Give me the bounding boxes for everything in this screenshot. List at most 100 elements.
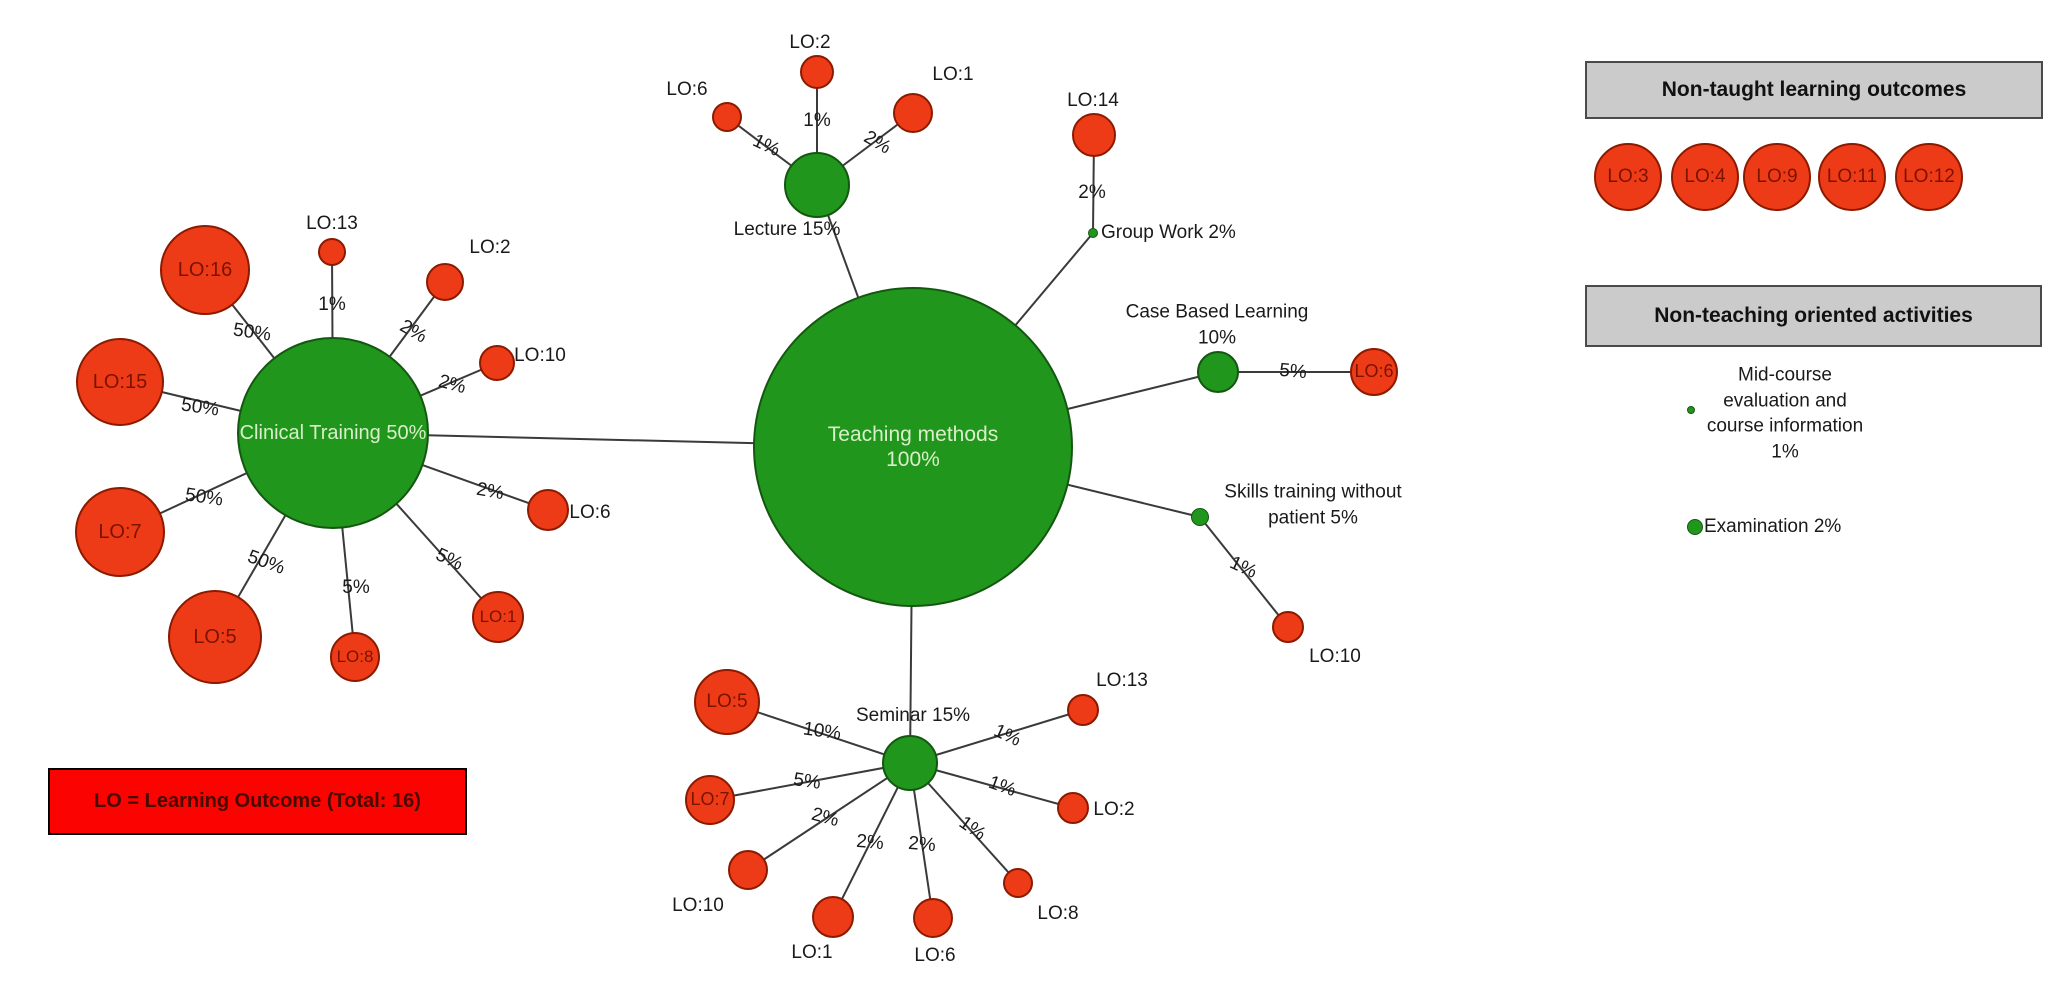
legend-node-lo9-label: LO:9 <box>1756 166 1797 189</box>
edge-label-S-s6: 2% <box>907 832 937 857</box>
node-skills-lo10 <box>1272 611 1304 643</box>
hub-clinical-training-label: Clinical Training 50% <box>240 421 427 445</box>
edge-label-g14-G: 2% <box>1078 182 1106 203</box>
node-lecture-lo6-label-line: LO:6 <box>666 79 708 101</box>
hub-skills-training <box>1191 508 1209 526</box>
legend-examination-dot-label-line: Examination 2% <box>1704 516 1842 538</box>
legend-midcourse-dot-label-line: Mid-course <box>1738 364 1832 386</box>
edge-label-S-s7: 5% <box>792 769 823 794</box>
node-clinical-lo10 <box>479 345 515 381</box>
node-clinical-lo6-label: LO:6 <box>569 500 610 526</box>
hub-teaching-methods-label-line: 100% <box>886 448 940 471</box>
node-clinical-lo13-label: LO:13 <box>306 211 358 237</box>
hub-seminar-label-line: Seminar 15% <box>855 705 971 727</box>
legend-node-lo12-label: LO:12 <box>1903 166 1955 189</box>
legend-non-teaching-header: Non-teaching oriented activities <box>1585 285 2042 347</box>
edge-S-s13 <box>909 709 1084 764</box>
hub-skills-training-label: Skills training without patient 5% <box>1224 479 1401 530</box>
node-lecture-lo2 <box>800 55 834 89</box>
legend-node-lo9-label-line: LO:9 <box>1756 165 1798 187</box>
hub-lecture-label-line: Lecture 15% <box>733 219 841 241</box>
node-seminar-lo10 <box>728 850 768 890</box>
edge-K-k10 <box>1199 516 1289 628</box>
node-casebased-lo6-label-line: LO:6 <box>1354 361 1394 382</box>
hub-seminar-label: Seminar 15% <box>856 703 970 729</box>
node-clinical-lo7-label-line: LO:7 <box>98 521 142 543</box>
node-seminar-lo6-label-line: LO:6 <box>914 945 956 967</box>
legend-examination-dot <box>1687 519 1703 535</box>
lo-note-box: LO = Learning Outcome (Total: 16) <box>48 768 467 835</box>
hub-seminar <box>882 735 938 791</box>
node-clinical-lo5: LO:5 <box>168 590 262 684</box>
legend-node-lo3: LO:3 <box>1594 143 1662 211</box>
node-seminar-lo13-label: LO:13 <box>1096 668 1148 694</box>
edge-S-s7 <box>709 762 911 801</box>
node-clinical-lo15-label: LO:15 <box>93 370 147 394</box>
edge-label-B-b6: 5% <box>1278 359 1308 384</box>
legend-examination-dot-label: Examination 2% <box>1704 514 1841 540</box>
node-seminar-lo5-label-line: LO:5 <box>706 690 748 712</box>
legend-non-taught-header: Non-taught learning outcomes <box>1585 61 2043 119</box>
node-seminar-lo2-label-line: LO:2 <box>1093 799 1135 821</box>
node-seminar-lo7: LO:7 <box>685 775 735 825</box>
hub-case-based-learning-label-line: 10% <box>1197 327 1237 348</box>
node-seminar-lo5-label: LO:5 <box>706 691 747 714</box>
legend-midcourse-dot-label: Mid-course evaluation and course informati… <box>1707 363 1863 466</box>
hub-teaching-methods-label-line: Teaching methods <box>827 422 999 446</box>
node-lecture-lo2-label: LO:2 <box>789 30 830 56</box>
legend-node-lo3-label: LO:3 <box>1607 166 1648 189</box>
hub-skills-training-label-line: patient 5% <box>1268 507 1358 528</box>
node-skills-lo10-label: LO:10 <box>1309 644 1361 670</box>
node-lecture-lo2-label-line: LO:2 <box>789 32 831 54</box>
node-seminar-lo6 <box>913 898 953 938</box>
hub-teaching-methods-label: Teaching methods 100% <box>828 422 998 472</box>
node-clinical-lo15-label-line: LO:15 <box>92 371 148 393</box>
legend-midcourse-dot <box>1687 406 1695 414</box>
hub-group-work-label-line: Group Work 2% <box>1101 222 1236 244</box>
node-clinical-lo1-label-line: LO:1 <box>479 606 517 626</box>
legend-node-lo12: LO:12 <box>1895 143 1963 211</box>
node-clinical-lo5-label: LO:5 <box>193 625 236 649</box>
legend-node-lo12-label-line: LO:12 <box>1903 165 1955 187</box>
edge-S-s10 <box>747 762 911 871</box>
legend-node-lo4-label-line: LO:4 <box>1684 165 1726 187</box>
node-clinical-lo6-label-line: LO:6 <box>569 502 611 524</box>
node-seminar-lo7-label: LO:7 <box>690 789 729 811</box>
legend-midcourse-dot-label-line: evaluation and <box>1723 390 1847 412</box>
node-seminar-lo1-label-line: LO:1 <box>791 942 833 964</box>
node-seminar-lo13 <box>1067 694 1099 726</box>
hub-case-based-learning-label: Case Based Learning 10% <box>1126 299 1309 350</box>
legend-midcourse-dot-label-line: 1% <box>1771 441 1799 463</box>
legend-node-lo3-label-line: LO:3 <box>1607 165 1649 187</box>
node-seminar-lo10-label-line: LO:10 <box>672 895 724 917</box>
node-seminar-lo2-label: LO:2 <box>1093 797 1134 823</box>
edge-S-s2 <box>909 762 1074 809</box>
node-lecture-lo6-label: LO:6 <box>666 77 707 103</box>
node-seminar-lo13-label-line: LO:13 <box>1096 670 1148 692</box>
node-seminar-lo1 <box>812 896 854 938</box>
edge-label-C-c13: 1% <box>318 294 346 315</box>
node-lecture-lo1-label-line: LO:1 <box>932 64 974 86</box>
hub-clinical-training: Clinical Training 50% <box>237 337 429 529</box>
node-clinical-lo2 <box>426 263 464 301</box>
node-clinical-lo8-label-line: LO:8 <box>336 646 374 666</box>
edge-label-L-l2: 1% <box>803 110 831 131</box>
node-groupwork-lo14 <box>1072 113 1116 157</box>
legend-non-teaching-title: Non-teaching oriented activities <box>1654 304 1973 327</box>
node-skills-lo10-label-line: LO:10 <box>1309 646 1361 668</box>
node-clinical-lo8-label: LO:8 <box>337 647 374 667</box>
hub-group-work-label: Group Work 2% <box>1101 220 1236 246</box>
node-clinical-lo5-label-line: LO:5 <box>193 626 237 648</box>
node-lecture-lo1 <box>893 93 933 133</box>
edge-label-C-c6: 2% <box>474 478 506 505</box>
node-clinical-lo15: LO:15 <box>76 338 164 426</box>
node-seminar-lo2 <box>1057 792 1089 824</box>
node-clinical-lo2-label: LO:2 <box>469 235 510 261</box>
node-clinical-lo13-label-line: LO:13 <box>306 213 358 235</box>
node-seminar-lo8-label-line: LO:8 <box>1037 903 1079 925</box>
node-seminar-lo10-label: LO:10 <box>672 893 724 919</box>
node-groupwork-lo14-label-line: LO:14 <box>1067 90 1119 112</box>
node-clinical-lo8: LO:8 <box>330 632 380 682</box>
legend-node-lo9: LO:9 <box>1743 143 1811 211</box>
hub-case-based-learning-label-line: Case Based Learning <box>1125 301 1309 323</box>
